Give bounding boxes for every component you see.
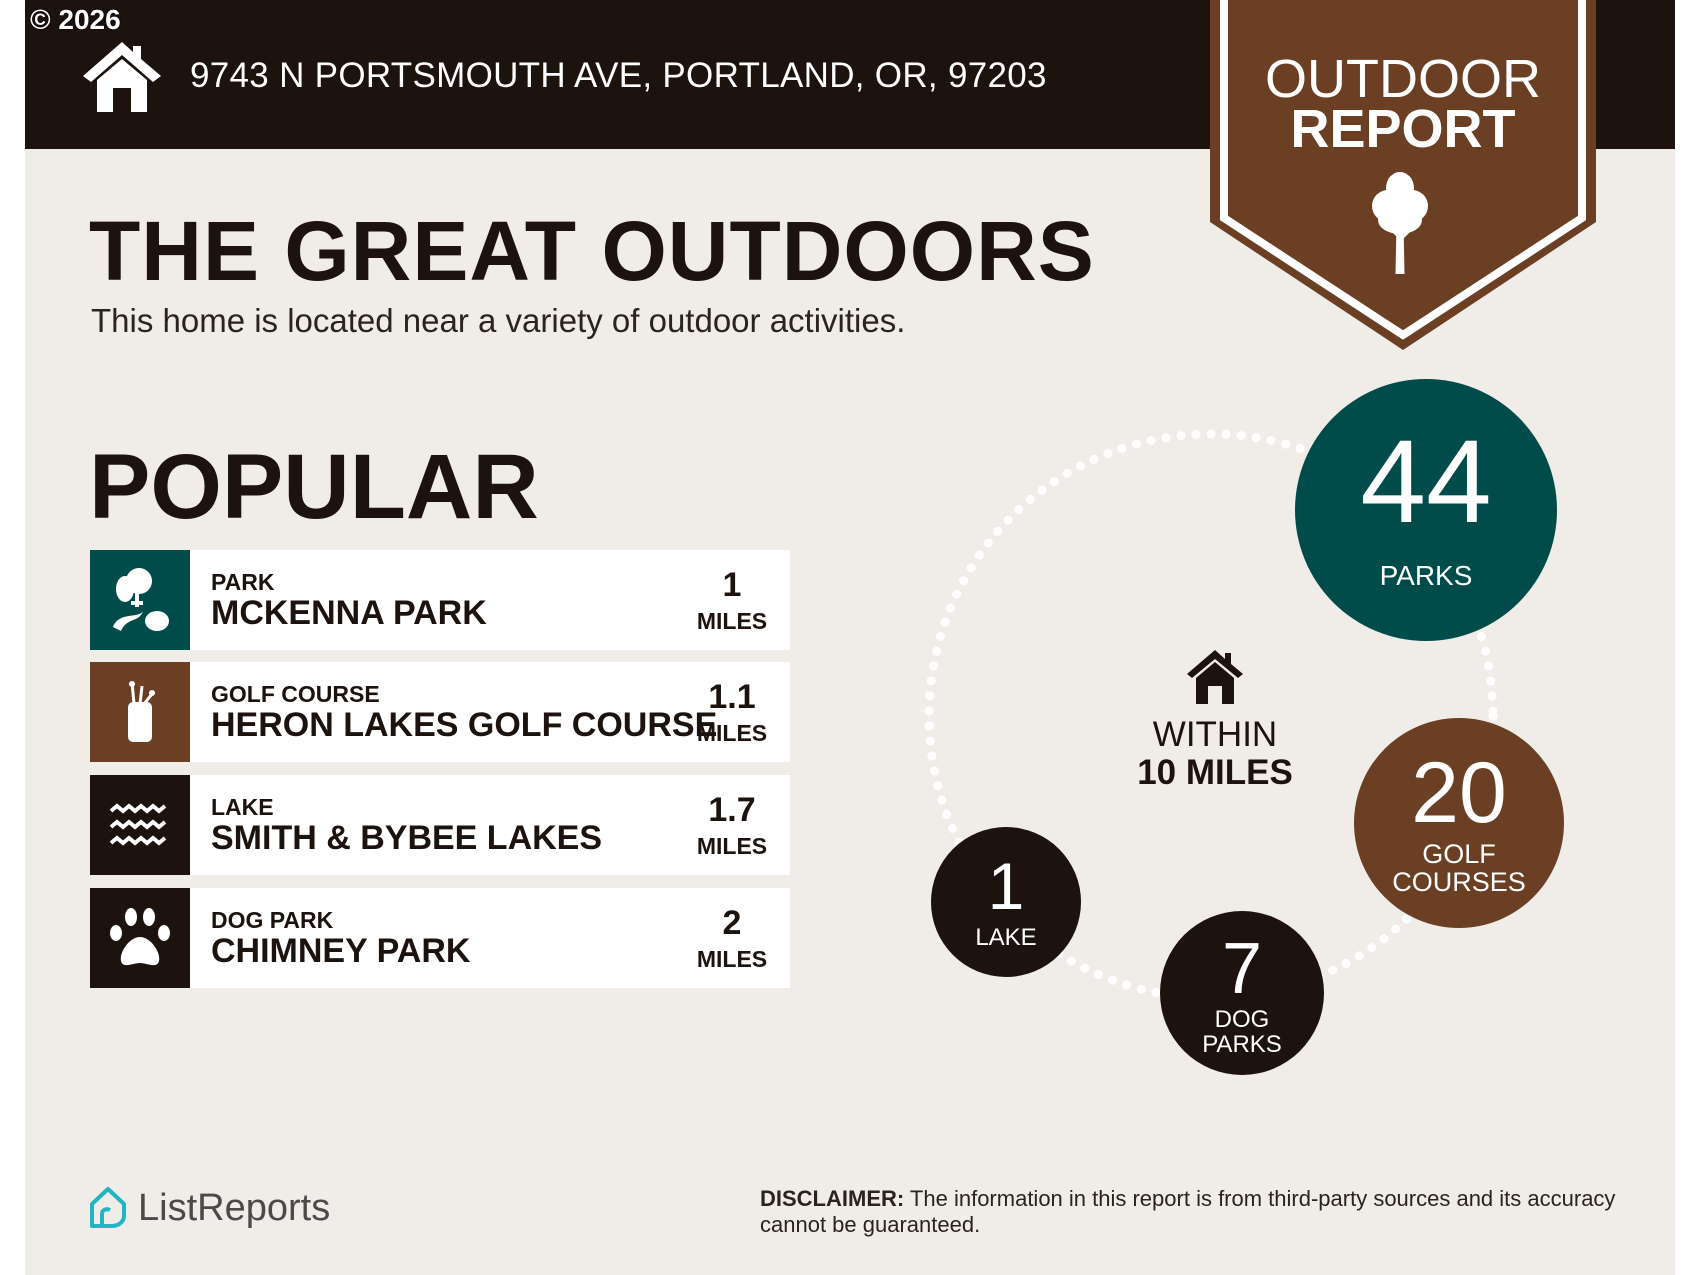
- lake-count-bubble: 1 LAKE: [931, 827, 1081, 977]
- popular-item-lake: LAKE SMITH & BYBEE LAKES 1.7 MILES: [90, 775, 790, 875]
- count-label: DOG PARKS: [1202, 1005, 1282, 1058]
- paw-icon: [90, 888, 190, 988]
- tree-icon: [1372, 172, 1428, 274]
- item-unit: MILES: [696, 833, 768, 859]
- house-icon: [83, 42, 161, 112]
- listreports-logo: ListReports: [88, 1186, 330, 1230]
- count-value: 44: [1360, 416, 1492, 549]
- popular-item-dog-park: DOG PARK CHIMNEY PARK 2 MILES: [90, 888, 790, 988]
- within-line2: 10 MILES: [1137, 753, 1293, 792]
- item-name: HERON LAKES GOLF COURSE: [211, 706, 718, 744]
- popular-item-park: PARK MCKENNA PARK 1 MILES: [90, 550, 790, 650]
- item-name: CHIMNEY PARK: [211, 932, 471, 970]
- item-distance: 1.1: [708, 678, 756, 716]
- count-label: GOLF COURSES: [1392, 838, 1526, 897]
- waves-icon: [90, 775, 190, 875]
- copyright-watermark: © 2026: [30, 4, 121, 35]
- golf-bag-icon: [90, 662, 190, 762]
- item-distance: 1: [722, 566, 742, 604]
- disclaimer-label: DISCLAIMER:: [760, 1186, 905, 1211]
- badge-line2: REPORT: [1290, 99, 1516, 159]
- center-house-icon: [1187, 650, 1243, 704]
- item-name: MCKENNA PARK: [211, 594, 487, 632]
- item-unit: MILES: [696, 720, 768, 746]
- count-value: 7: [1221, 928, 1263, 1009]
- page-subtitle: This home is located near a variety of o…: [91, 302, 906, 339]
- count-value: 20: [1411, 744, 1507, 841]
- park-trees-icon: [90, 550, 190, 650]
- item-category: GOLF COURSE: [211, 681, 380, 707]
- item-category: PARK: [211, 569, 275, 595]
- item-category: LAKE: [211, 794, 274, 820]
- item-name: SMITH & BYBEE LAKES: [211, 819, 603, 857]
- property-address: 9743 N PORTSMOUTH AVE, PORTLAND, OR, 972…: [190, 56, 1047, 95]
- page-title: THE GREAT OUTDOORS: [89, 204, 1095, 298]
- count-label: LAKE: [975, 924, 1037, 952]
- badge-line1: OUTDOOR: [1265, 49, 1541, 109]
- item-distance: 1.7: [708, 791, 756, 829]
- parks-count-bubble: 44 PARKS: [1295, 379, 1557, 641]
- within-line1: WITHIN: [1152, 715, 1278, 754]
- disclaimer: DISCLAIMER: The information in this repo…: [760, 1186, 1640, 1238]
- logo-text: ListReports: [138, 1186, 331, 1229]
- disclaimer-text: The information in this report is from t…: [760, 1186, 1616, 1237]
- listreports-logo-icon: [90, 1187, 126, 1228]
- item-unit: MILES: [696, 608, 768, 634]
- item-category: DOG PARK: [211, 907, 334, 933]
- popular-heading: POPULAR: [89, 436, 539, 538]
- count-label: PARKS: [1379, 560, 1473, 592]
- dog-parks-count-bubble: 7 DOG PARKS: [1160, 911, 1324, 1075]
- golf-count-bubble: 20 GOLF COURSES: [1354, 718, 1564, 928]
- popular-item-golf: GOLF COURSE HERON LAKES GOLF COURSE 1.1 …: [90, 662, 790, 762]
- count-value: 1: [987, 849, 1025, 924]
- within-label: WITHIN 10 MILES: [1110, 716, 1320, 792]
- item-unit: MILES: [696, 946, 768, 972]
- item-distance: 2: [722, 904, 742, 942]
